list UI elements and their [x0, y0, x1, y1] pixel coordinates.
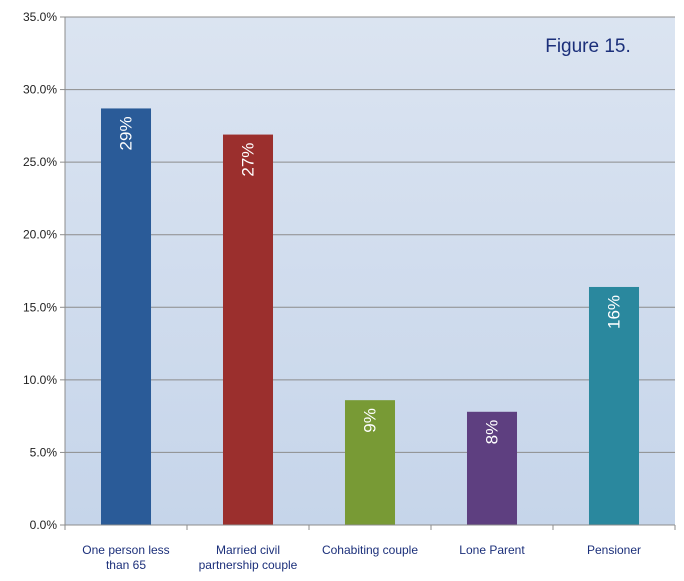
y-tick-label: 0.0% [30, 518, 58, 532]
bars: 29% 27% 9% 8% 16% [100, 108, 640, 525]
x-tick-label: Lone Parent [459, 543, 525, 557]
x-tick-label: than 65 [106, 558, 146, 572]
axes: 0.0% 5.0% 10.0% 15.0% 20.0% 25.0% 30.0% 35.0% On… [23, 10, 676, 572]
bar [588, 286, 640, 525]
bar [100, 108, 152, 525]
data-label: 9% [361, 408, 380, 433]
x-tick-label: Married civil [216, 543, 280, 557]
data-label: 8% [483, 420, 502, 445]
y-tick-label: 10.0% [23, 373, 57, 387]
y-tick-label: 20.0% [23, 228, 57, 242]
bar [344, 400, 396, 525]
gridlines [65, 16, 675, 453]
data-label: 29% [117, 116, 136, 150]
bar [466, 411, 518, 525]
y-tick-label: 35.0% [23, 10, 57, 24]
y-tick-label: 15.0% [23, 300, 57, 314]
x-tick-label: Pensioner [587, 543, 641, 557]
figure-label: Figure 15. [545, 36, 631, 57]
data-label: 16% [605, 295, 624, 329]
y-tick-label: 25.0% [23, 155, 57, 169]
y-tick-label: 30.0% [23, 83, 57, 97]
x-tick-label: One person less [82, 543, 169, 557]
bar [222, 134, 274, 525]
x-tick-label: Cohabiting couple [322, 543, 418, 557]
data-label: 27% [239, 143, 258, 177]
y-tick-label: 5.0% [30, 445, 58, 459]
x-tick-label: partnership couple [199, 558, 298, 572]
